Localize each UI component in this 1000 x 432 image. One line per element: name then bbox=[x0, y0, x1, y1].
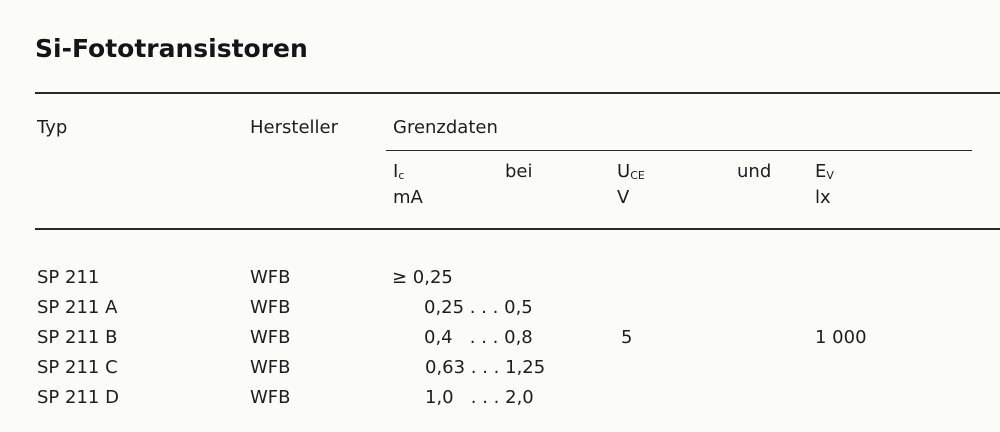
cell-uce: 5 bbox=[621, 327, 633, 348]
ic-symbol: I bbox=[393, 161, 399, 182]
cell-typ: SP 211 A bbox=[37, 297, 118, 318]
cell-ic: 1,0 . . . 2,0 bbox=[425, 387, 534, 408]
header-und: und bbox=[737, 161, 772, 182]
cell-hersteller: WFB bbox=[250, 387, 291, 408]
uce-subscript: CE bbox=[630, 169, 645, 182]
header-uce: UCE bbox=[617, 162, 645, 186]
cell-ic: 0,63 . . . 1,25 bbox=[425, 357, 546, 378]
header-bei: bei bbox=[505, 161, 533, 182]
cell-ic: ≥ 0,25 bbox=[392, 267, 453, 288]
cell-hersteller: WFB bbox=[250, 297, 291, 318]
cell-hersteller: WFB bbox=[250, 327, 291, 348]
page-title: Si-Fototransistoren bbox=[35, 34, 308, 63]
ev-symbol: E bbox=[815, 161, 827, 182]
header-ev: EV bbox=[815, 162, 834, 186]
cell-hersteller: WFB bbox=[250, 267, 291, 288]
header-uce-unit: V bbox=[617, 187, 630, 208]
uce-symbol: U bbox=[617, 161, 631, 182]
header-grenzdaten: Grenzdaten bbox=[393, 117, 498, 138]
ic-subscript: c bbox=[398, 169, 405, 182]
cell-typ: SP 211 B bbox=[37, 327, 118, 348]
header-bottom-rule bbox=[35, 228, 1000, 230]
cell-hersteller: WFB bbox=[250, 357, 291, 378]
grenzdaten-rule bbox=[386, 150, 972, 151]
header-ic-unit: mA bbox=[393, 187, 423, 208]
cell-ev: 1 000 bbox=[815, 327, 867, 348]
ev-subscript: V bbox=[826, 169, 834, 182]
header-typ: Typ bbox=[37, 117, 68, 138]
table-top-rule bbox=[35, 92, 1000, 94]
header-ic: Ic bbox=[393, 162, 404, 186]
cell-typ: SP 211 bbox=[37, 267, 100, 288]
header-ev-unit: lx bbox=[815, 187, 831, 208]
cell-ic: 0,4 . . . 0,8 bbox=[424, 327, 533, 348]
cell-ic: 0,25 . . . 0,5 bbox=[424, 297, 533, 318]
header-hersteller: Hersteller bbox=[250, 117, 338, 138]
cell-typ: SP 211 D bbox=[37, 387, 119, 408]
cell-typ: SP 211 C bbox=[37, 357, 118, 378]
